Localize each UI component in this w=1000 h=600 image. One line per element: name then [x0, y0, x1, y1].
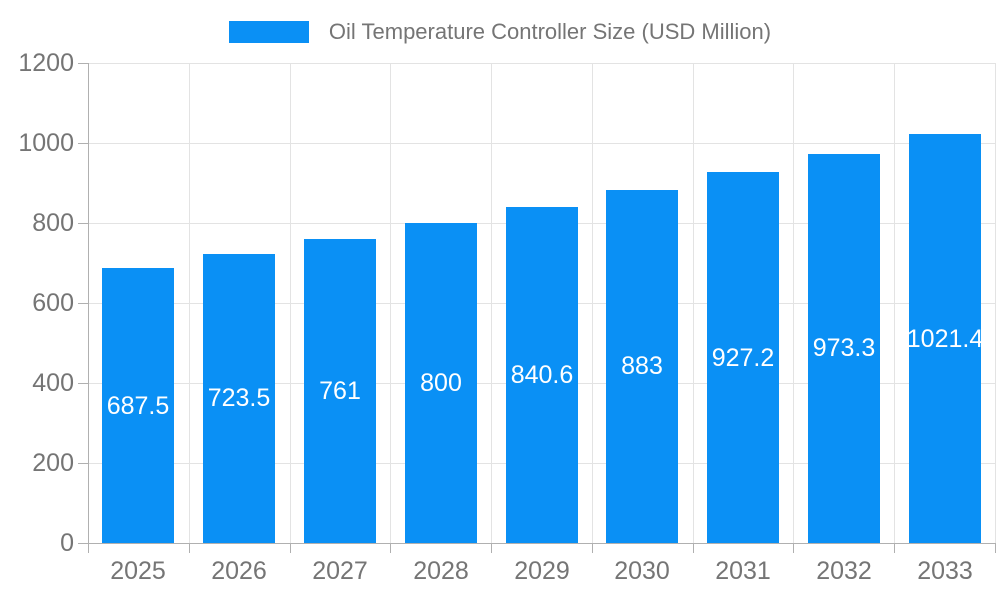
x-axis-tick: [290, 543, 291, 553]
x-gridline: [592, 63, 593, 543]
y-axis-tick: [78, 63, 88, 64]
bar-2026[interactable]: [203, 254, 275, 543]
y-axis-tick-label: 600: [32, 289, 74, 317]
x-axis-tick-label: 2033: [917, 557, 973, 585]
y-gridline: [88, 63, 995, 64]
x-gridline: [693, 63, 694, 543]
x-gridline: [793, 63, 794, 543]
x-gridline: [894, 63, 895, 543]
x-gridline: [995, 63, 996, 543]
y-axis-tick-label: 200: [32, 449, 74, 477]
y-axis-tick-label: 1000: [18, 129, 74, 157]
x-axis-tick: [793, 543, 794, 553]
y-axis-tick: [78, 543, 88, 544]
x-axis-tick: [693, 543, 694, 553]
legend-item[interactable]: Oil Temperature Controller Size (USD Mil…: [0, 19, 1000, 45]
y-axis-tick: [78, 223, 88, 224]
x-axis-tick-label: 2030: [614, 557, 670, 585]
y-axis-tick: [78, 303, 88, 304]
bar-2033[interactable]: [909, 134, 981, 543]
bar-2027[interactable]: [304, 239, 376, 543]
x-axis-tick-label: 2025: [110, 557, 166, 585]
bar-2029[interactable]: [506, 207, 578, 543]
x-axis-tick-label: 2027: [312, 557, 368, 585]
y-axis-tick-label: 0: [60, 529, 74, 557]
y-axis-tick-label: 400: [32, 369, 74, 397]
legend-swatch-icon: [228, 21, 309, 43]
y-axis-tick-label: 1200: [18, 49, 74, 77]
x-axis-tick-label: 2032: [816, 557, 872, 585]
x-axis-tick: [995, 543, 996, 553]
y-axis-tick-label: 800: [32, 209, 74, 237]
x-axis-tick-label: 2029: [514, 557, 570, 585]
x-gridline: [491, 63, 492, 543]
x-axis-tick: [189, 543, 190, 553]
y-gridline: [88, 143, 995, 144]
bar-2028[interactable]: [405, 223, 477, 543]
y-axis-line: [88, 63, 89, 543]
x-axis-tick: [88, 543, 89, 553]
x-axis-tick-label: 2026: [211, 557, 267, 585]
x-axis-tick: [592, 543, 593, 553]
x-gridline: [390, 63, 391, 543]
bar-2031[interactable]: [707, 172, 779, 543]
x-axis-tick: [390, 543, 391, 553]
x-axis-line: [88, 543, 995, 544]
x-axis-tick: [491, 543, 492, 553]
legend-label: Oil Temperature Controller Size (USD Mil…: [328, 19, 772, 44]
y-axis-tick: [78, 463, 88, 464]
y-axis-tick: [78, 143, 88, 144]
x-axis-tick: [894, 543, 895, 553]
bar-2032[interactable]: [808, 154, 880, 543]
bar-2025[interactable]: [102, 268, 174, 543]
x-axis-tick-label: 2028: [413, 557, 469, 585]
bar-2030[interactable]: [606, 190, 678, 543]
x-gridline: [189, 63, 190, 543]
y-axis-tick: [78, 383, 88, 384]
x-gridline: [290, 63, 291, 543]
x-axis-tick-label: 2031: [715, 557, 771, 585]
